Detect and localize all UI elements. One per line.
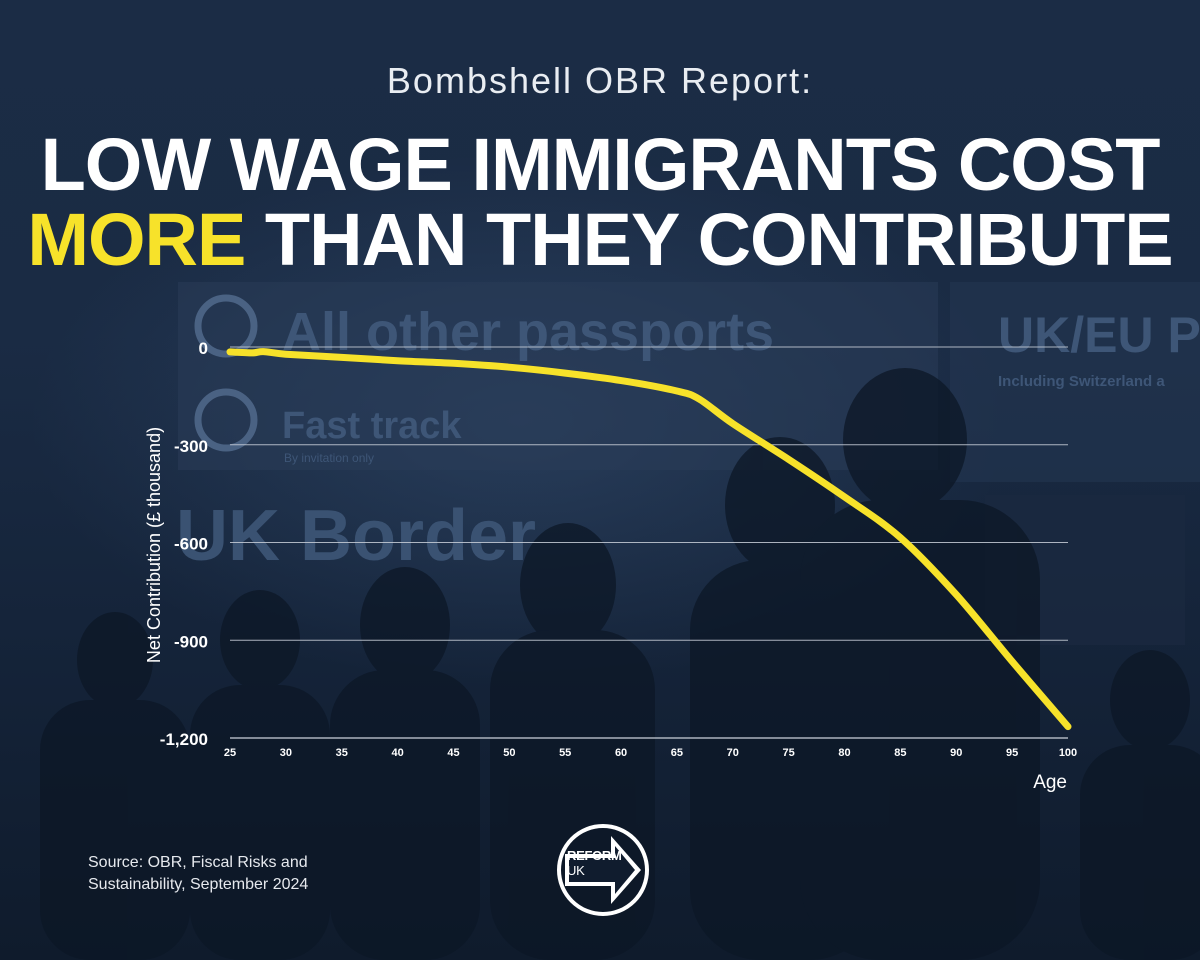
grid-lines: [230, 346, 1068, 739]
y-tick-label: -1,200: [160, 730, 208, 749]
headline-line-2-rest: THAN THEY CONTRIBUTE: [245, 198, 1174, 281]
x-tick-label: 100: [1059, 747, 1077, 759]
x-tick-label: 90: [950, 747, 962, 759]
x-tick-label: 55: [559, 747, 571, 759]
x-tick-label: 80: [838, 747, 850, 759]
kicker-title: Bombshell OBR Report:: [386, 60, 814, 101]
arrow-left-icon: [194, 294, 258, 358]
y-tick-label: -300: [174, 437, 208, 456]
sign-uk-eu: UK/EU P: [998, 307, 1200, 363]
logo-line-1: REFORM: [567, 848, 622, 863]
x-tick-label: 30: [280, 747, 292, 759]
sign-uk-border: UK Border: [176, 496, 536, 576]
headline-accent-word: MORE: [27, 198, 246, 281]
y-tick-label: 0: [199, 339, 208, 358]
x-tick-label: 95: [1006, 747, 1018, 759]
x-tick-label: 40: [391, 747, 403, 759]
sign-uk-eu-sub: Including Switzerland a: [998, 373, 1165, 390]
x-axis: 25 30 35 40 45 50 55 60 65 70 75 80 85 90 95 100: [224, 747, 1077, 759]
y-tick-label: -900: [174, 632, 208, 651]
sign-fast-track-sub: By invitation only: [284, 451, 374, 465]
x-tick-label: 85: [894, 747, 906, 759]
source-line-2: Sustainability, September 2024: [88, 876, 309, 893]
sign-panel: [178, 282, 938, 470]
y-axis: 0 -300 -600 -900 -1,200: [160, 339, 208, 749]
series-line: [226, 348, 1072, 731]
source-note: Source: OBR, Fiscal Risks and Sustainabi…: [88, 852, 308, 896]
sign-panel-right: [950, 282, 1200, 482]
arrow-left-icon: [194, 388, 258, 452]
x-tick-label: 35: [336, 747, 348, 759]
logo-line-2: UK: [567, 863, 585, 878]
x-tick-label: 50: [503, 747, 515, 759]
logo-wordmark: REFORM UK: [567, 848, 622, 878]
sign-all-other-passports: All other passports: [282, 302, 774, 362]
x-tick-label: 70: [727, 747, 739, 759]
x-tick-label: 75: [783, 747, 795, 759]
x-tick-label: 25: [224, 747, 236, 759]
x-tick-label: 60: [615, 747, 627, 759]
headline-line-2: MORE THAN THEY CONTRIBUTE: [0, 203, 1200, 277]
x-tick-label: 45: [447, 747, 459, 759]
x-axis-label: Age: [1033, 772, 1067, 793]
x-tick-label: 65: [671, 747, 683, 759]
sign-fast-track: Fast track: [282, 405, 462, 447]
y-axis-label: Net Contribution (£ thousand): [144, 427, 164, 663]
source-line-1: Source: OBR, Fiscal Risks and: [88, 854, 308, 871]
y-tick-label: -600: [174, 535, 208, 554]
headline-line-1: LOW WAGE IMMIGRANTS COST: [40, 123, 1161, 206]
reform-uk-logo: [557, 824, 649, 916]
